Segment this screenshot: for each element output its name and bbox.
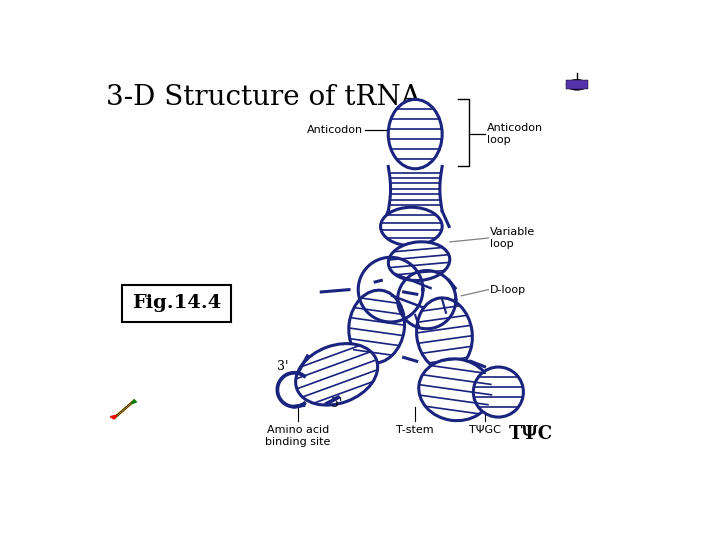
Text: T-stem: T-stem — [397, 425, 434, 435]
Text: TΨGC: TΨGC — [469, 425, 500, 435]
Text: Amino acid
binding site: Amino acid binding site — [266, 425, 331, 447]
FancyArrow shape — [566, 80, 588, 90]
Ellipse shape — [473, 367, 523, 417]
Text: Fig.14.4: Fig.14.4 — [132, 294, 221, 313]
Text: Variable
loop: Variable loop — [490, 227, 535, 249]
Ellipse shape — [388, 99, 442, 168]
Text: TΨC: TΨC — [508, 425, 553, 443]
Ellipse shape — [296, 343, 378, 405]
Polygon shape — [114, 400, 134, 419]
Ellipse shape — [388, 242, 450, 280]
Ellipse shape — [419, 359, 492, 421]
Polygon shape — [110, 415, 117, 419]
Text: 5': 5' — [330, 397, 342, 410]
Ellipse shape — [417, 298, 472, 371]
Polygon shape — [132, 400, 137, 403]
Text: 3': 3' — [276, 360, 288, 373]
Text: 3-D Structure of tRNA: 3-D Structure of tRNA — [106, 84, 420, 111]
Ellipse shape — [566, 79, 588, 90]
Ellipse shape — [381, 207, 442, 246]
Ellipse shape — [348, 290, 405, 363]
Text: Anticodon
loop: Anticodon loop — [487, 123, 543, 145]
Text: Anticodon: Anticodon — [307, 125, 363, 135]
Text: D-loop: D-loop — [490, 285, 526, 295]
